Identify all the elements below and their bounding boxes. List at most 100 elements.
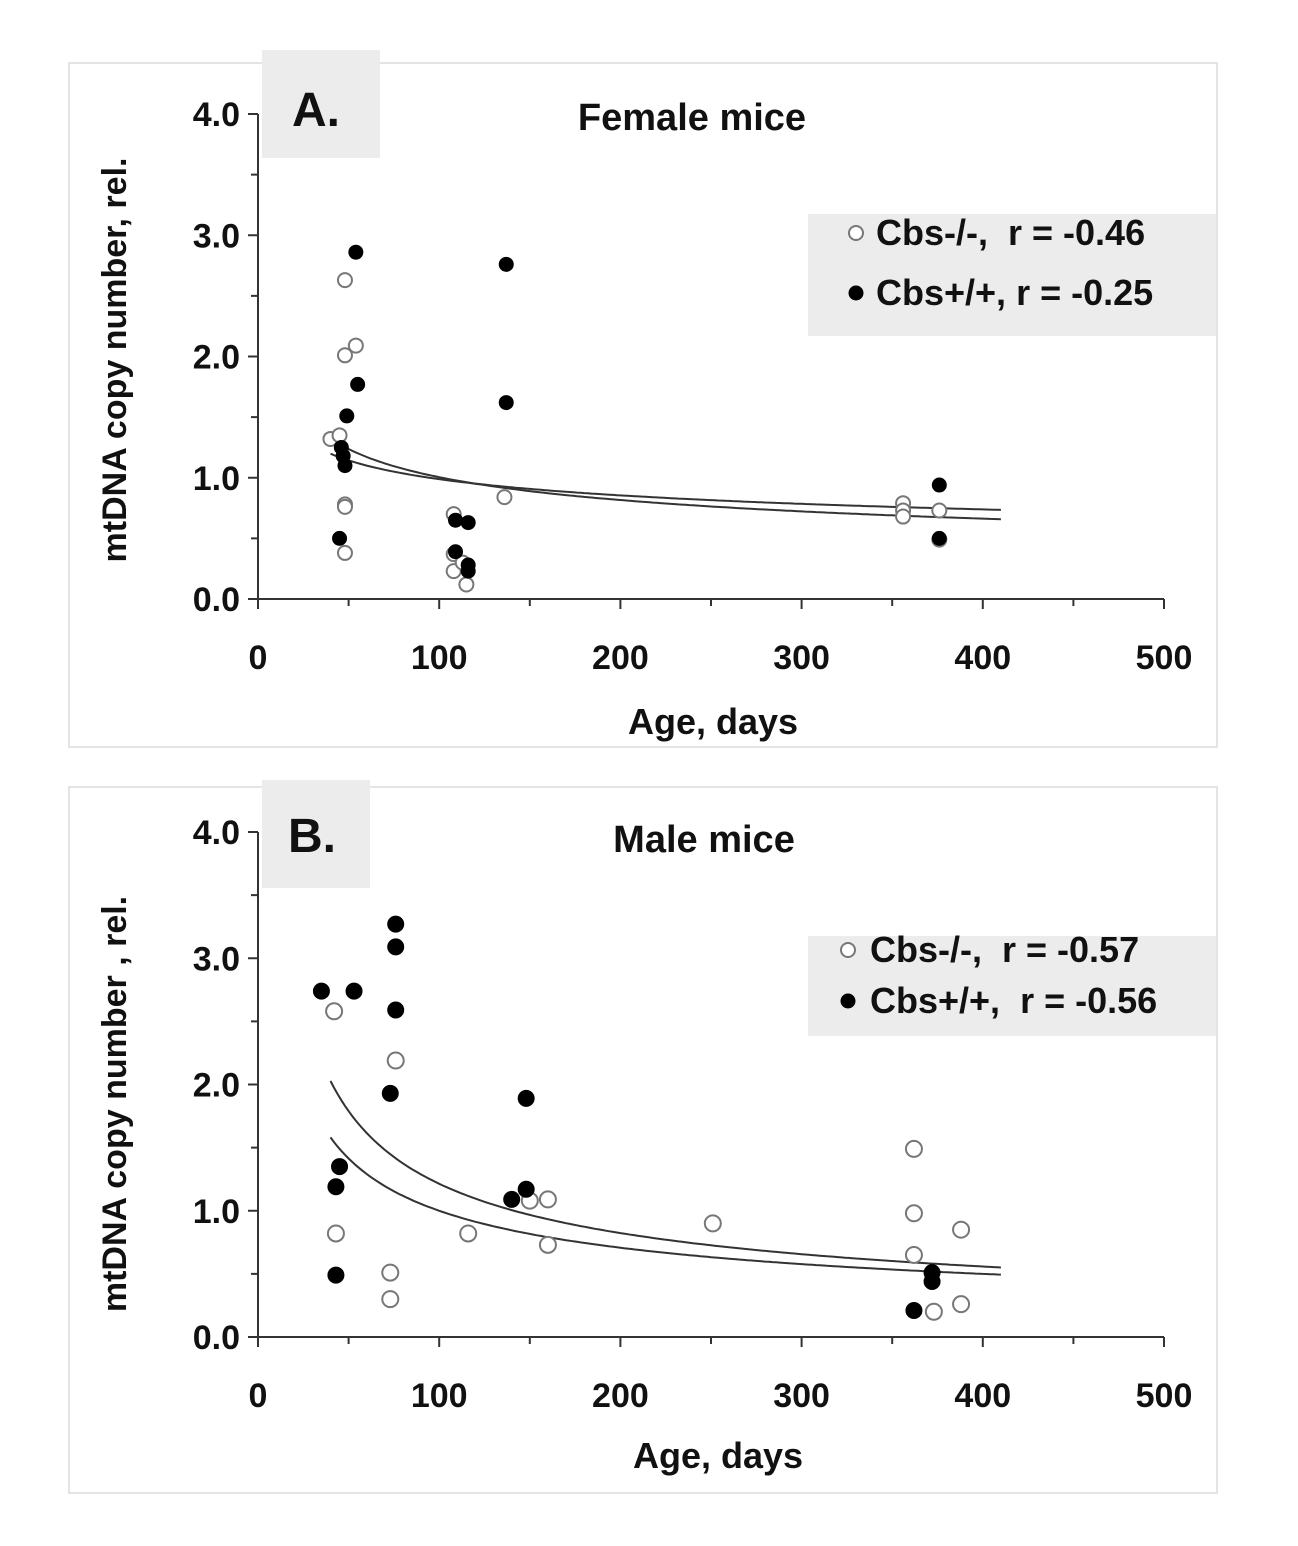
female-mice-chart: A. Female mice 0 100 200 300 400 500 0.0 1.0 2.0 3.… xyxy=(96,50,1216,742)
data-point-cbs-knockout xyxy=(904,1245,923,1264)
x-tick-label: 400 xyxy=(954,1377,1011,1415)
panel-a-female-mice: A. Female mice 0 100 200 300 400 500 0.0 1.0 2.0 3.… xyxy=(68,50,1218,748)
data-point-cbs-knockout xyxy=(952,1295,971,1314)
y-tick-label: 4.0 xyxy=(193,814,240,852)
y-tick-label: 3.0 xyxy=(193,940,240,978)
legend-label-cbs-knockout: Cbs-/-, r = -0.57 xyxy=(870,929,1139,970)
panel-label: B. xyxy=(288,810,336,863)
data-point-cbs-wildtype xyxy=(387,1001,405,1019)
data-point-cbs-knockout xyxy=(496,489,513,506)
y-tick-label: 0.0 xyxy=(193,581,240,619)
data-point-cbs-knockout xyxy=(336,544,353,561)
x-tick-label: 500 xyxy=(1136,1377,1193,1415)
data-point-cbs-knockout xyxy=(386,1051,405,1070)
data-point-cbs-knockout xyxy=(458,576,475,593)
x-tick-label: 200 xyxy=(592,1377,649,1415)
data-point-cbs-knockout xyxy=(381,1263,400,1282)
trend-line-cbs-wildtype xyxy=(330,452,1001,511)
data-point-cbs-knockout xyxy=(325,1002,344,1021)
data-point-cbs-wildtype xyxy=(331,1158,349,1176)
x-tick-label: 100 xyxy=(411,1377,468,1415)
data-point-cbs-knockout xyxy=(952,1220,971,1239)
data-point-cbs-wildtype xyxy=(498,395,514,411)
data-point-cbs-wildtype xyxy=(387,915,405,933)
legend-label-cbs-wildtype: Cbs+/+, r = -0.25 xyxy=(876,272,1153,313)
x-axis-label: Age, days xyxy=(633,1435,803,1476)
data-point-cbs-wildtype xyxy=(312,982,330,1000)
data-point-cbs-wildtype xyxy=(350,376,366,392)
legend-marker-cbs-wildtype xyxy=(848,285,864,301)
x-tick-label: 300 xyxy=(773,639,830,677)
x-tick-label: 500 xyxy=(1136,639,1193,677)
data-point-cbs-wildtype xyxy=(931,477,947,493)
y-axis-label: mtDNA copy number , rel. xyxy=(96,896,134,1312)
data-point-cbs-knockout xyxy=(336,272,353,289)
y-tick-label: 1.0 xyxy=(193,460,240,498)
data-point-cbs-wildtype xyxy=(381,1084,399,1102)
chart-title: Male mice xyxy=(613,819,795,861)
legend-marker-cbs-wildtype xyxy=(840,993,856,1009)
legend-box xyxy=(808,936,1216,1036)
data-point-cbs-wildtype xyxy=(931,530,947,546)
data-point-cbs-knockout xyxy=(904,1204,923,1223)
x-tick-label: 0 xyxy=(249,639,268,677)
data-point-cbs-knockout xyxy=(703,1214,722,1233)
x-axis-label: Age, days xyxy=(628,701,798,742)
panel-label: A. xyxy=(292,84,340,137)
panel-b-male-mice: B. Male mice 0 100 200 300 400 500 0.0 1.0 2.0 3.0 4… xyxy=(68,780,1218,1494)
y-tick-label: 0.0 xyxy=(193,1319,240,1357)
legend-marker-cbs-knockout xyxy=(840,942,856,958)
data-point-cbs-knockout xyxy=(381,1290,400,1309)
y-tick-label: 2.0 xyxy=(193,339,240,377)
data-point-cbs-wildtype xyxy=(339,408,355,424)
data-point-cbs-knockout xyxy=(459,1224,478,1243)
data-point-cbs-wildtype xyxy=(327,1178,345,1196)
data-point-cbs-knockout xyxy=(924,1302,943,1321)
data-point-cbs-knockout xyxy=(336,347,353,364)
data-point-cbs-wildtype xyxy=(448,512,464,528)
x-tick-label: 200 xyxy=(592,639,649,677)
y-tick-label: 1.0 xyxy=(193,1193,240,1231)
data-point-cbs-wildtype xyxy=(460,563,476,579)
data-point-cbs-wildtype xyxy=(905,1301,923,1319)
data-point-cbs-wildtype xyxy=(387,938,405,956)
data-point-cbs-knockout xyxy=(931,502,948,519)
data-point-cbs-wildtype xyxy=(327,1266,345,1284)
data-point-cbs-knockout xyxy=(347,337,364,354)
y-axis-label: mtDNA copy number, rel. xyxy=(96,158,134,563)
data-point-cbs-wildtype xyxy=(517,1180,535,1198)
data-point-cbs-wildtype xyxy=(332,530,348,546)
legend-label-cbs-knockout: Cbs-/-, r = -0.46 xyxy=(876,212,1145,253)
legend-label-cbs-wildtype: Cbs+/+, r = -0.56 xyxy=(870,980,1157,1021)
panel-label-box xyxy=(262,780,370,888)
data-point-cbs-wildtype xyxy=(345,982,363,1000)
data-point-cbs-wildtype xyxy=(460,515,476,531)
data-point-cbs-knockout xyxy=(538,1190,557,1209)
trend-line-cbs-knockout xyxy=(329,1080,1001,1269)
y-tick-label: 2.0 xyxy=(193,1067,240,1105)
data-point-cbs-wildtype xyxy=(337,458,353,474)
y-tick-label: 4.0 xyxy=(193,96,240,134)
legend-marker-cbs-knockout xyxy=(848,225,864,241)
panel-label-box xyxy=(262,50,380,158)
data-point-cbs-knockout xyxy=(538,1235,557,1254)
data-point-cbs-wildtype xyxy=(503,1190,521,1208)
data-point-cbs-knockout xyxy=(904,1139,923,1158)
data-point-cbs-wildtype xyxy=(348,244,364,260)
chart-title: Female mice xyxy=(578,97,806,139)
trend-line-cbs-knockout xyxy=(329,437,1001,521)
x-tick-label: 300 xyxy=(773,1377,830,1415)
y-tick-label: 3.0 xyxy=(193,217,240,255)
x-tick-label: 100 xyxy=(411,639,468,677)
data-point-cbs-wildtype xyxy=(923,1272,941,1290)
x-tick-label: 400 xyxy=(954,639,1011,677)
x-tick-label: 0 xyxy=(249,1377,268,1415)
data-point-cbs-knockout xyxy=(895,508,912,525)
data-point-cbs-wildtype xyxy=(498,256,514,272)
data-point-cbs-knockout xyxy=(326,1224,345,1243)
data-point-cbs-wildtype xyxy=(517,1089,535,1107)
legend-box xyxy=(808,214,1216,336)
male-mice-chart: B. Male mice 0 100 200 300 400 500 0.0 1.0 2.0 3.0 4… xyxy=(96,780,1216,1476)
trend-line-cbs-wildtype xyxy=(329,1136,1001,1276)
data-point-cbs-knockout xyxy=(336,498,353,515)
